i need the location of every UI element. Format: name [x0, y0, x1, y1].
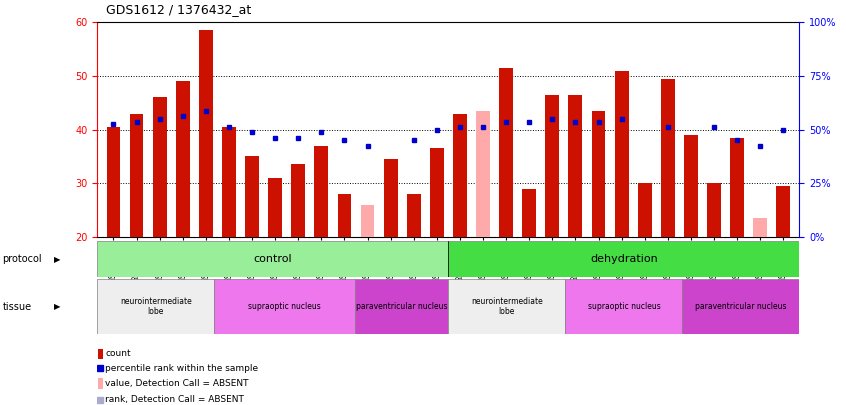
Bar	[591, 111, 606, 237]
Bar	[430, 148, 444, 237]
Text: ▶: ▶	[54, 255, 61, 264]
Bar	[615, 70, 629, 237]
Text: supraoptic nucleus: supraoptic nucleus	[248, 302, 321, 311]
Bar	[360, 205, 375, 237]
Bar	[384, 159, 398, 237]
Bar	[176, 81, 190, 237]
Bar	[707, 183, 721, 237]
Bar	[476, 111, 490, 237]
Text: value, Detection Call = ABSENT: value, Detection Call = ABSENT	[105, 379, 249, 388]
Bar	[315, 146, 328, 237]
Text: neurointermediate
lobe: neurointermediate lobe	[120, 297, 192, 316]
Bar	[97, 279, 214, 334]
Text: dehydration: dehydration	[590, 254, 658, 264]
Bar	[338, 194, 351, 237]
Text: control: control	[254, 254, 292, 264]
Bar	[448, 241, 799, 277]
Bar	[453, 113, 467, 237]
Bar	[638, 183, 651, 237]
Text: percentile rank within the sample: percentile rank within the sample	[105, 364, 258, 373]
Text: rank, Detection Call = ABSENT: rank, Detection Call = ABSENT	[105, 395, 244, 404]
Text: ▶: ▶	[54, 302, 61, 311]
Text: count: count	[105, 350, 130, 358]
Bar	[291, 164, 305, 237]
Text: paraventricular nucleus: paraventricular nucleus	[695, 302, 787, 311]
Bar	[407, 194, 420, 237]
Bar	[684, 135, 698, 237]
Bar	[98, 378, 102, 389]
Bar	[214, 279, 354, 334]
Bar	[97, 241, 448, 277]
Text: neurointermediate
lobe: neurointermediate lobe	[471, 297, 543, 316]
Bar	[199, 30, 213, 237]
Bar	[777, 186, 790, 237]
Bar	[522, 189, 536, 237]
Bar	[499, 68, 513, 237]
Bar	[753, 218, 767, 237]
Bar	[245, 156, 259, 237]
Bar	[129, 113, 144, 237]
Bar	[730, 138, 744, 237]
Bar	[153, 97, 167, 237]
Bar	[565, 279, 683, 334]
Text: GDS1612 / 1376432_at: GDS1612 / 1376432_at	[106, 3, 251, 16]
Bar	[569, 95, 582, 237]
Bar	[107, 127, 120, 237]
Bar	[448, 279, 565, 334]
Bar	[661, 79, 675, 237]
Text: paraventricular nucleus: paraventricular nucleus	[356, 302, 448, 311]
Bar	[98, 348, 102, 360]
Text: tissue: tissue	[3, 302, 31, 312]
Bar	[683, 279, 799, 334]
Bar	[222, 127, 236, 237]
Text: supraoptic nucleus: supraoptic nucleus	[588, 302, 660, 311]
Bar	[546, 95, 559, 237]
Bar	[268, 178, 282, 237]
Bar	[354, 279, 448, 334]
Text: protocol: protocol	[3, 254, 42, 264]
